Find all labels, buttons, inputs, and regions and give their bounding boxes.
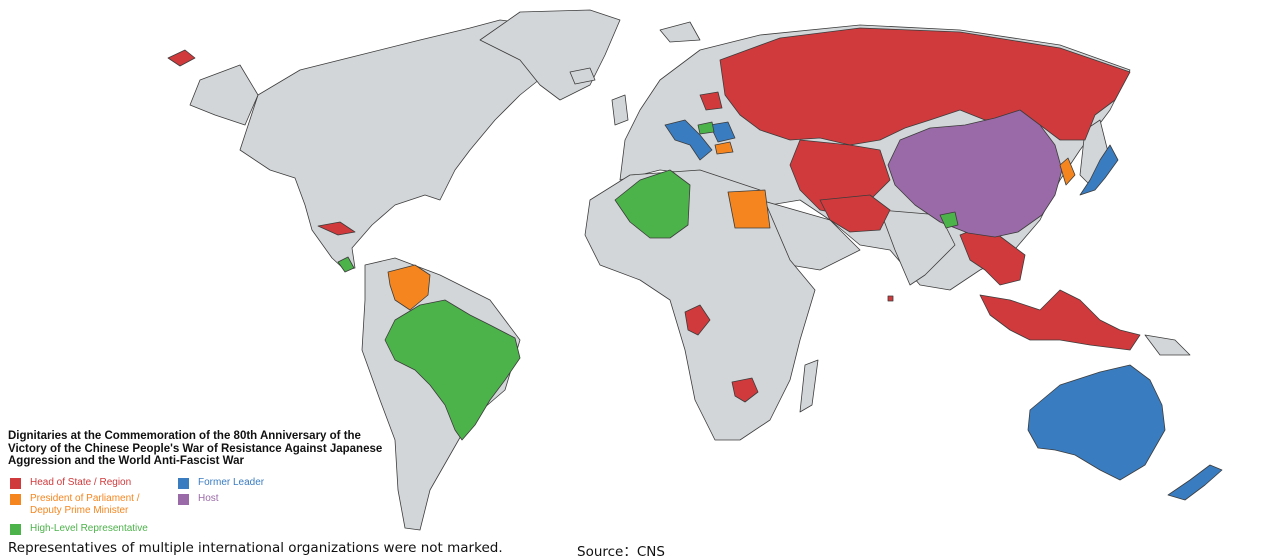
legend-label-former-leader: Former Leader [198, 477, 265, 488]
map-title: Dignitaries at the Commemoration of the … [8, 430, 383, 467]
iran-pakistan [819, 194, 891, 233]
swatch-head-of-state [10, 478, 21, 489]
congo [684, 304, 711, 336]
north-america [239, 19, 561, 271]
footnote: Representatives of multiple internationa… [8, 540, 503, 556]
korea [1059, 157, 1076, 186]
legend-label-head-of-state: Head of State / Region [30, 477, 132, 488]
alaska [189, 64, 259, 126]
egypt [727, 189, 771, 229]
former-leader-regions [664, 119, 1223, 501]
legend: Dignitaries at the Commemoration of the … [8, 430, 408, 535]
legend-item-high-level: High-Level Representative [8, 523, 188, 537]
legend-item-host: Host [178, 493, 298, 507]
swatch-high-level [10, 524, 21, 535]
legend-item-president-parliament: President of Parliament / Deputy Prime M… [8, 493, 173, 521]
high-level-regions [337, 121, 959, 441]
new-zealand [1167, 464, 1223, 501]
legend-item-former-leader: Former Leader [178, 477, 298, 491]
tiny-island [887, 295, 894, 302]
japan [1079, 144, 1119, 196]
serbia-belarus [699, 91, 723, 111]
slovakia [697, 121, 715, 135]
png [1144, 334, 1191, 356]
hungary-romania [709, 121, 736, 143]
swatch-president-parliament [10, 494, 21, 505]
zimbabwe [731, 377, 759, 403]
nicaragua [337, 256, 355, 273]
china [887, 109, 1063, 238]
uk [611, 94, 629, 126]
arctic-islands [659, 21, 701, 43]
indonesia-malaysia [979, 289, 1141, 351]
iceland [569, 67, 596, 85]
host-region [887, 109, 1063, 238]
legend-label-high-level: High-Level Representative [30, 523, 148, 534]
legend-label-president-parliament: President of Parliament / Deputy Prime M… [30, 493, 140, 516]
italy-balkans [664, 119, 713, 161]
source-credit: Source：CNS [577, 544, 665, 560]
legend-label-host: Host [198, 493, 219, 504]
president-parliament-regions [387, 141, 1076, 311]
venezuela [387, 264, 431, 311]
legend-item-head-of-state: Head of State / Region [8, 477, 188, 491]
australia [1027, 364, 1166, 481]
algeria [614, 169, 691, 239]
cuba [317, 221, 356, 236]
swatch-host [178, 494, 189, 505]
swatch-former-leader [178, 478, 189, 489]
brazil [384, 299, 521, 441]
bangladesh [939, 211, 959, 229]
iceland-red [167, 49, 196, 67]
madagascar [799, 359, 819, 413]
bulgaria [714, 141, 734, 155]
